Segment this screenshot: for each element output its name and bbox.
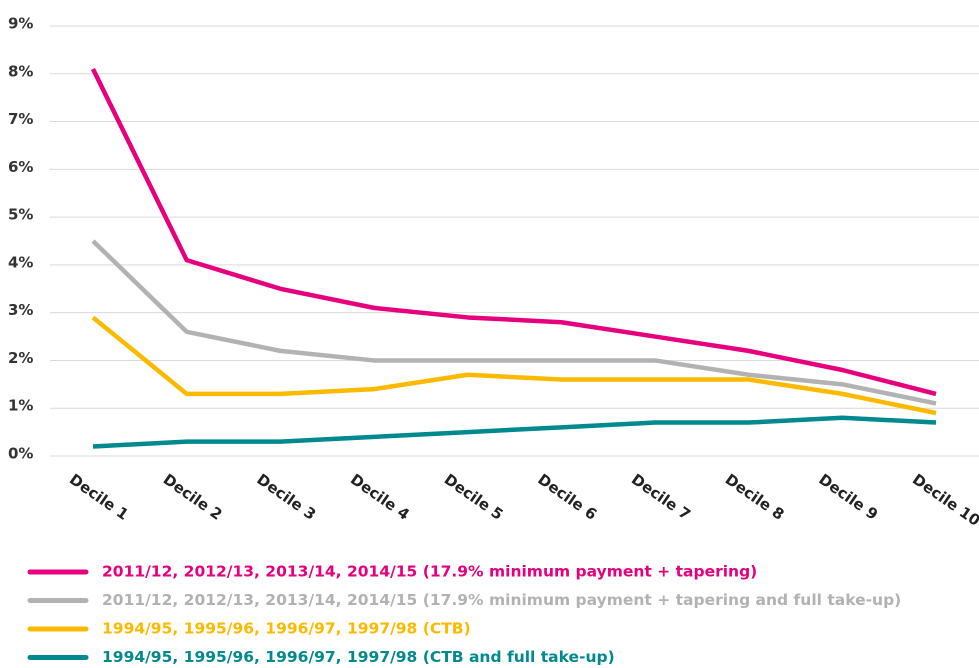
legend-label: 1994/95, 1995/96, 1996/97, 1997/98 (CTB) [102, 620, 471, 638]
x-tick-label: Decile 9 [815, 470, 881, 524]
y-tick-label: 3% [8, 301, 33, 319]
legend-label: 1994/95, 1995/96, 1996/97, 1997/98 (CTB … [102, 648, 615, 666]
x-tick-label: Decile 8 [722, 470, 788, 524]
y-tick-label: 0% [8, 445, 33, 463]
legend-label: 2011/12, 2012/13, 2013/14, 2014/15 (17.9… [102, 591, 901, 609]
legend-label: 2011/12, 2012/13, 2013/14, 2014/15 (17.9… [102, 563, 757, 581]
x-tick-label: Decile 6 [534, 470, 600, 524]
y-tick-label: 6% [8, 158, 33, 176]
line [91, 315, 937, 416]
y-tick-label: 8% [8, 62, 33, 80]
x-tick-label: Decile 3 [253, 470, 319, 524]
x-tick-label: Decile 5 [441, 470, 507, 524]
x-tick-label: Decile 10 [909, 470, 979, 530]
y-tick-label: 2% [8, 349, 33, 367]
y-tick-label: 4% [8, 253, 33, 271]
line [91, 239, 937, 406]
y-tick-label: 7% [8, 110, 33, 128]
x-tick-label: Decile 1 [66, 470, 132, 524]
x-tick-label: Decile 7 [628, 470, 694, 524]
line [90, 68, 937, 397]
x-tick-label: Decile 2 [160, 470, 226, 524]
y-tick-label: 1% [8, 397, 33, 415]
y-tick-label: 9% [8, 15, 33, 33]
x-tick-label: Decile 4 [347, 470, 413, 524]
y-tick-label: 5% [8, 206, 33, 224]
line [92, 415, 937, 449]
